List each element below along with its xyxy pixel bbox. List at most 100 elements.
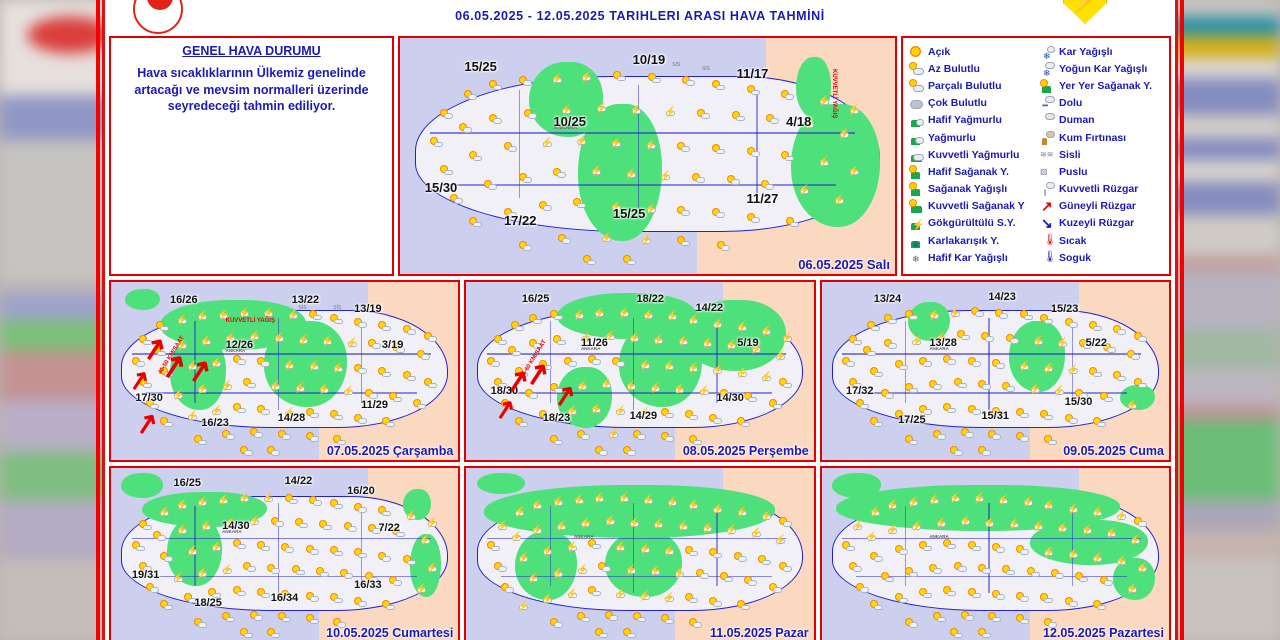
thunderstorm-icon: ⚡ — [185, 411, 199, 423]
sun-cloud-icon — [761, 179, 775, 190]
legend-item-north-wind-arrow-icon: ↘ Kuzeyli Rüzgar — [1040, 215, 1165, 232]
legend-item-rain-icon: Yağmurlu — [909, 129, 1034, 146]
sun-cloud-icon — [612, 356, 626, 367]
thunderstorm-icon: ⚡ — [628, 332, 641, 344]
thunderstorm-icon: ⚡ — [648, 566, 662, 578]
sun-cloud-icon — [511, 321, 525, 332]
sun-cloud-icon — [988, 612, 1002, 623]
map-06-05[interactable]: ⚡ ⚡ ⚡ ⚡ ⚡ ⚡ ⚡ ⚡ ⚡ ⚡ ⚡ ⚡ ⚡ ⚡ ⚡ ⚡ ⚡ ⚡ ⚡ ⚡ ⚡ ⚡ ⚡ ⚡ ⚡ SİS SİS KUVVETLİ … — [398, 36, 897, 276]
sun-cloud-icon — [660, 408, 674, 419]
map-12-05[interactable]: ⚡ ⚡ ⚡ ⚡ ⚡ ⚡ ⚡ ⚡ ⚡ ⚡ ⚡ ⚡ ⚡ ⚡ ⚡ ⚡ ⚡ ⚡ ⚡ ⚡ ⚡ ⚡ ⚡ ⚡ ⚡ ⚡ ⚡ ⚡ ⚡ ⚡ ⚡ ANKARA 12.… — [819, 466, 1171, 640]
temperature-label: 16/25 — [173, 476, 202, 489]
sun-cloud-icon — [894, 544, 908, 555]
temperature-label: 18/25 — [194, 596, 222, 609]
city-label: ANKARA — [553, 125, 578, 132]
temperature-label: 14/29 — [629, 410, 658, 423]
thunderstorm-icon: ⚡ — [331, 363, 345, 375]
sun-cloud-icon — [131, 356, 145, 367]
sun-cloud-icon — [305, 614, 319, 625]
legend-label: Kuvvetli Rüzgar — [1059, 183, 1139, 196]
legend-item-mist-icon: ▨ Puslu — [1040, 163, 1165, 180]
thunderstorm-icon: ⚡ — [1066, 503, 1080, 515]
sun-cloud-icon — [159, 551, 173, 562]
legend-item-light-snow-icon: ❄ Hafif Kar Yağışlı — [909, 249, 1034, 266]
sun-cloud-icon — [315, 567, 329, 578]
sun-cloud-icon — [1040, 593, 1054, 604]
page-edge-right — [1180, 0, 1184, 640]
sun-cloud-icon — [329, 410, 343, 421]
sun-cloud-icon — [416, 349, 430, 360]
fog-mark: SİS — [672, 61, 681, 68]
rain-icon — [909, 131, 924, 145]
sun-cloud-icon — [514, 367, 528, 378]
sun-cloud-icon — [863, 346, 877, 357]
thunderstorm-icon: ⚡ — [865, 531, 878, 543]
sun-cloud-icon — [778, 378, 792, 389]
hot-thermometer-icon: 🌡 — [1043, 233, 1057, 246]
sun-cloud-icon — [781, 151, 795, 162]
thunderstorm-icon: ⚡ — [262, 493, 275, 505]
sun-cloud-icon — [539, 360, 553, 371]
legend-item-cloudy-icon: Çok Bulutlu — [909, 95, 1034, 112]
sun-cloud-icon — [388, 392, 402, 403]
sleet-icon: ❄ — [911, 239, 920, 250]
sun-cloud-icon — [267, 563, 281, 574]
thunderstorm-icon: ⚡ — [638, 359, 651, 371]
thunderstorm-icon: ⚡ — [614, 405, 627, 417]
temperature-label: 17/32 — [845, 385, 874, 398]
temperature-label: 11/17 — [736, 66, 769, 82]
province-border — [1071, 324, 1074, 404]
thunderstorm-icon: ⚡ — [1042, 547, 1055, 559]
temperature-label: 5/19 — [737, 337, 759, 350]
sun-cloud-icon — [849, 378, 863, 389]
province-border — [1071, 509, 1074, 587]
thunderstorm-icon: ⚡ — [510, 531, 523, 543]
thunderstorm-icon: ⚡ — [760, 372, 773, 383]
thunderstorm-icon: ⚡ — [659, 171, 672, 183]
province-border — [501, 575, 772, 578]
sun-cloud-icon — [943, 539, 957, 550]
sun-cloud-icon — [368, 338, 382, 349]
map-10-05[interactable]: ⚡ ⚡ ⚡ ⚡ ⚡ ⚡ ⚡ ⚡ ⚡ ⚡ ⚡ ⚡ ⚡ ⚡ ⚡ ⚡ ⚡ ⚡ ⚡ ⚡ 16/25 14/22 16/20 14/30… — [109, 466, 461, 640]
map-07-05[interactable]: ⚡ ⚡ ⚡ ⚡ ⚡ ⚡ ⚡ ⚡ ⚡ ⚡ ⚡ ⚡ ⚡ ⚡ ⚡ ⚡ ⚡ ⚡ ⚡ ⚡ ⚡ ⚡ ⚡ ⚡ ⚡ ⚡ ⚡ ⚡ ⚡ SİS SİS ↗ ↗ ↗ ↗ ↗… — [109, 280, 461, 462]
sun-cloud-icon — [856, 399, 870, 410]
thunderstorm-icon: ⚡ — [590, 166, 603, 178]
sun-cloud-icon — [943, 403, 957, 414]
sun-cloud-icon — [1092, 417, 1106, 428]
thunderstorm-icon: ⚡ — [1115, 556, 1128, 567]
map-11-05[interactable]: ⚡ ⚡ ⚡ ⚡ ⚡ ⚡ ⚡ ⚡ ⚡ ⚡ ⚡ ⚡ ⚡ ⚡ ⚡ ⚡ ⚡ ⚡ ⚡ ⚡ ⚡ ⚡ ⚡ ⚡ ⚡ ⚡ ⚡ ⚡ ⚡ ⚡ ⚡ ⚡ ⚡ ⚡ ⚡ ⚡ ⚡ ⚡ ⚡ ⚡… — [464, 466, 816, 640]
sun-cloud-icon — [305, 544, 319, 555]
thunderstorm-icon: ⚡ — [551, 496, 565, 508]
sun-cloud-icon — [1016, 614, 1030, 625]
sun-cloud-icon — [439, 165, 453, 176]
sun-cloud-icon — [905, 310, 918, 321]
sun-cloud-icon — [267, 445, 281, 456]
thunderstorm-icon: ⚡ — [697, 386, 711, 398]
thunderstorm-icon: ⚡ — [1080, 524, 1094, 536]
temperature-label: 15/31 — [981, 410, 1009, 423]
sun-cloud-icon — [1092, 600, 1106, 611]
temperature-label: 14/30 — [716, 392, 744, 405]
legend-label: Parçalı Bulutlu — [928, 79, 1002, 92]
thunderstorm-icon: ⚡ — [773, 350, 787, 362]
fog-mark: SİS — [298, 305, 307, 312]
province-border — [277, 502, 280, 594]
thunderstorm-icon: ⚡ — [560, 105, 573, 117]
thunderstorm-icon: ⚡ — [997, 495, 1010, 507]
sun-cloud-icon — [685, 593, 699, 604]
sun-cloud-icon — [1099, 575, 1113, 586]
thunderstorm-icon: ⚡ — [644, 140, 657, 152]
sandstorm-icon — [1040, 130, 1055, 145]
map-09-05[interactable]: ⚡ ⚡ ⚡ ⚡ ⚡ ⚡ ⚡ ⚡ ⚡ ⚡ ⚡ ⚡ 13/24 14/23 15/23 13/28 5/22 17/3… — [819, 280, 1171, 462]
sun-cloud-icon — [884, 314, 898, 325]
thunderstorm-icon: ⚡ — [248, 515, 261, 527]
sun-cloud-icon — [932, 429, 946, 440]
precipitation-zone — [556, 367, 613, 428]
thunderstorm-icon: ⚡ — [749, 343, 763, 355]
temperature-label: 4/18 — [786, 113, 812, 129]
sun-cloud-icon — [329, 546, 343, 557]
sun-cloud-icon — [378, 367, 392, 378]
sun-cloud-icon — [354, 317, 368, 328]
map-08-05[interactable]: ⚡ ⚡ ⚡ ⚡ ⚡ ⚡ ⚡ ⚡ ⚡ ⚡ ⚡ ⚡ ⚡ ⚡ ⚡ ⚡ ⚡ ⚡ ⚡ ⚡ ⚡ ⚡ ⚡ ⚡ ⚡ ⚡ ⚡ ⚡ ⚡ ⚡ ⚡ ⚡ ⚡ ⚡ ⚡ ⚡ ↗ ↗ ↗ ↗… — [464, 280, 816, 462]
sun-cloud-icon — [594, 445, 608, 456]
